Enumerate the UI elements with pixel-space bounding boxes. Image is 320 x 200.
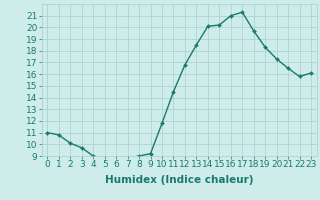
X-axis label: Humidex (Indice chaleur): Humidex (Indice chaleur) <box>105 175 253 185</box>
